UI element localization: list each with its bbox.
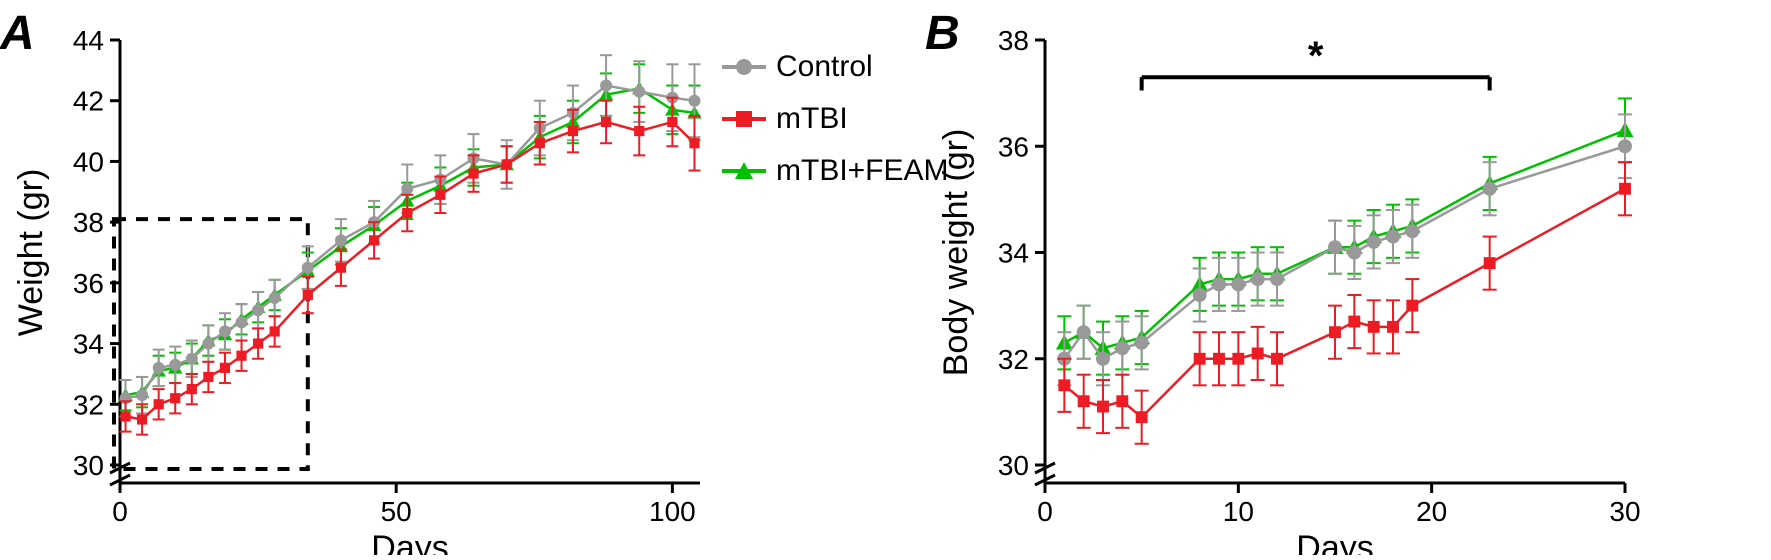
panel-b: 30323436380102030DaysBody weight (gr)* (925, 0, 1645, 555)
panel-a-ytick-label: 38 (73, 207, 104, 238)
legend-label-control: Control (776, 50, 873, 84)
panel-b-chart: 30323436380102030DaysBody weight (gr)* (925, 0, 1645, 555)
panel-b-x-axis-label: Days (1296, 529, 1373, 555)
panel-b-ytick-label: 34 (998, 238, 1029, 269)
panel-a-ytick-label: 44 (73, 25, 104, 56)
legend: Control mTBI mTBI+FEAM (722, 50, 949, 206)
panel-a-ytick-label: 32 (73, 389, 104, 420)
legend-item-control: Control (722, 50, 949, 84)
significance-star: * (1308, 34, 1324, 78)
panel-a-label: A (0, 6, 35, 61)
panel-b-ytick-label: 38 (998, 25, 1029, 56)
panel-b-ytick-label: 32 (998, 344, 1029, 375)
panel-a-xtick-label: 50 (381, 496, 412, 527)
legend-label-feam: mTBI+FEAM (776, 154, 949, 188)
panel-a-y-axis-label: Weight (gr) (12, 169, 50, 337)
panel-b-series-mtbi (1057, 162, 1632, 444)
panel-b-xtick-label: 0 (1037, 496, 1053, 527)
panel-a-ytick-label: 40 (73, 146, 104, 177)
panel-a-ytick-label: 42 (73, 86, 104, 117)
panel-b-xtick-label: 30 (1609, 496, 1640, 527)
control-marker-icon (722, 56, 766, 78)
panel-a-series-feam (118, 64, 701, 410)
panel-a: 30 32 34 36 38 40 42 44 0 50 100 Days Weight (gr) (0, 0, 720, 555)
legend-item-feam: mTBI+FEAM (722, 154, 949, 188)
panel-a-x-axis-label: Days (371, 529, 448, 555)
panel-a-ytick-label: 34 (73, 329, 104, 360)
legend-label-mtbi: mTBI (776, 102, 848, 136)
panel-b-ytick-label: 30 (998, 450, 1029, 481)
panel-a-ytick-label: 30 (73, 450, 104, 481)
panel-b-series-control (1057, 114, 1632, 385)
panel-a-ytick-label: 36 (73, 268, 104, 299)
panel-a-xtick-label: 100 (649, 496, 696, 527)
mtbi-marker-icon (722, 108, 766, 130)
significance-bracket: * (1142, 34, 1490, 90)
panel-b-ytick-label: 36 (998, 131, 1029, 162)
panel-a-series-mtbi (120, 98, 701, 435)
feam-marker-icon (722, 160, 766, 182)
panel-a-chart: 30 32 34 36 38 40 42 44 0 50 100 Days Weight (gr) (0, 0, 720, 555)
panel-a-xtick-label: 0 (112, 496, 128, 527)
panel-b-xtick-label: 10 (1223, 496, 1254, 527)
legend-item-mtbi: mTBI (722, 102, 949, 136)
panel-b-xtick-label: 20 (1416, 496, 1447, 527)
